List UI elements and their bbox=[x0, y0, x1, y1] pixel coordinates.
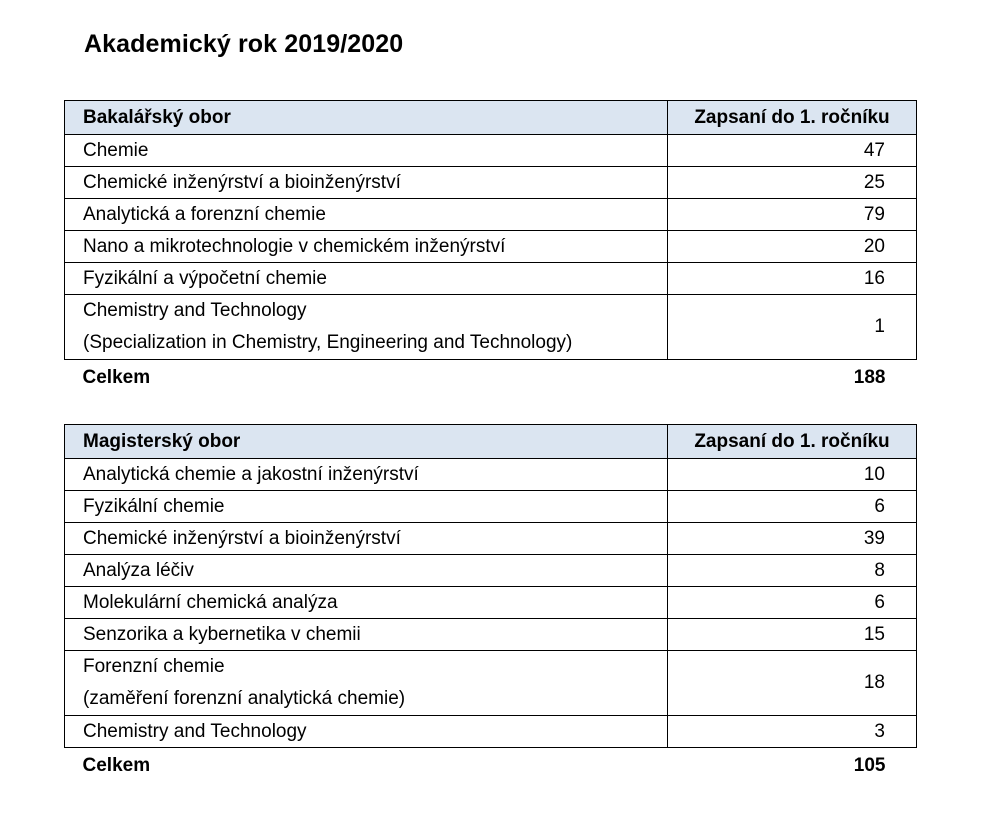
page-title: Akademický rok 2019/2020 bbox=[84, 30, 404, 58]
table-row: Analýza léčiv 8 bbox=[64, 554, 917, 587]
total-label: Celkem bbox=[82, 366, 151, 388]
enrolled-count: 20 bbox=[667, 230, 917, 263]
table-row: Fyzikální chemie 6 bbox=[64, 490, 917, 523]
table-row: Analytická chemie a jakostní inženýrství… bbox=[64, 458, 917, 491]
field-name: Chemistry and Technology bbox=[83, 300, 307, 321]
field-name: Chemické inženýrství a bioinženýrství bbox=[64, 522, 668, 555]
total-label: Celkem bbox=[82, 754, 151, 776]
field-name: Chemie bbox=[64, 134, 668, 167]
field-name: Analytická chemie a jakostní inženýrství bbox=[64, 458, 668, 491]
column-header-enrolled: Zapsaní do 1. ročníku bbox=[667, 424, 917, 459]
total-row: Celkem 105 bbox=[65, 748, 917, 784]
table-row: Chemie 47 bbox=[64, 134, 917, 167]
field-name: Analýza léčiv bbox=[64, 554, 668, 587]
column-header-field: Bakalářský obor bbox=[64, 100, 668, 135]
field-name: Chemistry and Technology bbox=[64, 715, 668, 748]
field-name: Molekulární chemická analýza bbox=[64, 586, 668, 619]
total-value: 105 bbox=[853, 754, 886, 776]
field-name: Analytická a forenzní chemie bbox=[64, 198, 668, 231]
table-row: Forenzní chemie (zaměření forenzní analy… bbox=[64, 650, 917, 716]
master-table: Magisterský obor Zapsaní do 1. ročníku A… bbox=[64, 424, 917, 784]
bachelor-table: Bakalářský obor Zapsaní do 1. ročníku Ch… bbox=[64, 100, 917, 396]
table-row: Senzorika a kybernetika v chemii 15 bbox=[64, 618, 917, 651]
field-name: Chemické inženýrství a bioinženýrství bbox=[64, 166, 668, 199]
field-name: Nano a mikrotechnologie v chemickém inže… bbox=[64, 230, 668, 263]
enrolled-count: 10 bbox=[667, 458, 917, 491]
table-header-row: Bakalářský obor Zapsaní do 1. ročníku bbox=[64, 100, 917, 135]
enrolled-count: 1 bbox=[667, 294, 917, 360]
field-name-cell: Chemistry and Technology (Specialization… bbox=[64, 294, 668, 360]
enrolled-count: 3 bbox=[667, 715, 917, 748]
field-name: Fyzikální chemie bbox=[64, 490, 668, 523]
enrolled-count: 16 bbox=[667, 262, 917, 295]
table-row: Analytická a forenzní chemie 79 bbox=[64, 198, 917, 231]
total-row: Celkem 188 bbox=[65, 360, 917, 396]
enrolled-count: 15 bbox=[667, 618, 917, 651]
enrolled-count: 39 bbox=[667, 522, 917, 555]
field-name: Forenzní chemie bbox=[83, 656, 225, 677]
table-row: Nano a mikrotechnologie v chemickém inže… bbox=[64, 230, 917, 263]
table-row: Fyzikální a výpočetní chemie 16 bbox=[64, 262, 917, 295]
enrolled-count: 18 bbox=[667, 650, 917, 716]
table-row: Chemistry and Technology (Specialization… bbox=[64, 294, 917, 360]
field-name-cell: Forenzní chemie (zaměření forenzní analy… bbox=[64, 650, 668, 716]
field-name-detail: (Specialization in Chemistry, Engineerin… bbox=[83, 332, 573, 353]
table-row: Chemické inženýrství a bioinženýrství 25 bbox=[64, 166, 917, 199]
table-row: Chemické inženýrství a bioinženýrství 39 bbox=[64, 522, 917, 555]
column-header-field: Magisterský obor bbox=[64, 424, 668, 459]
enrolled-count: 47 bbox=[667, 134, 917, 167]
table-row: Chemistry and Technology 3 bbox=[64, 715, 917, 748]
column-header-enrolled: Zapsaní do 1. ročníku bbox=[667, 100, 917, 135]
total-value: 188 bbox=[853, 366, 886, 388]
enrolled-count: 79 bbox=[667, 198, 917, 231]
enrolled-count: 25 bbox=[667, 166, 917, 199]
enrolled-count: 6 bbox=[667, 586, 917, 619]
table-row: Molekulární chemická analýza 6 bbox=[64, 586, 917, 619]
enrolled-count: 8 bbox=[667, 554, 917, 587]
field-name: Fyzikální a výpočetní chemie bbox=[64, 262, 668, 295]
field-name-detail: (zaměření forenzní analytická chemie) bbox=[83, 688, 406, 709]
enrolled-count: 6 bbox=[667, 490, 917, 523]
table-header-row: Magisterský obor Zapsaní do 1. ročníku bbox=[64, 424, 917, 459]
field-name: Senzorika a kybernetika v chemii bbox=[64, 618, 668, 651]
